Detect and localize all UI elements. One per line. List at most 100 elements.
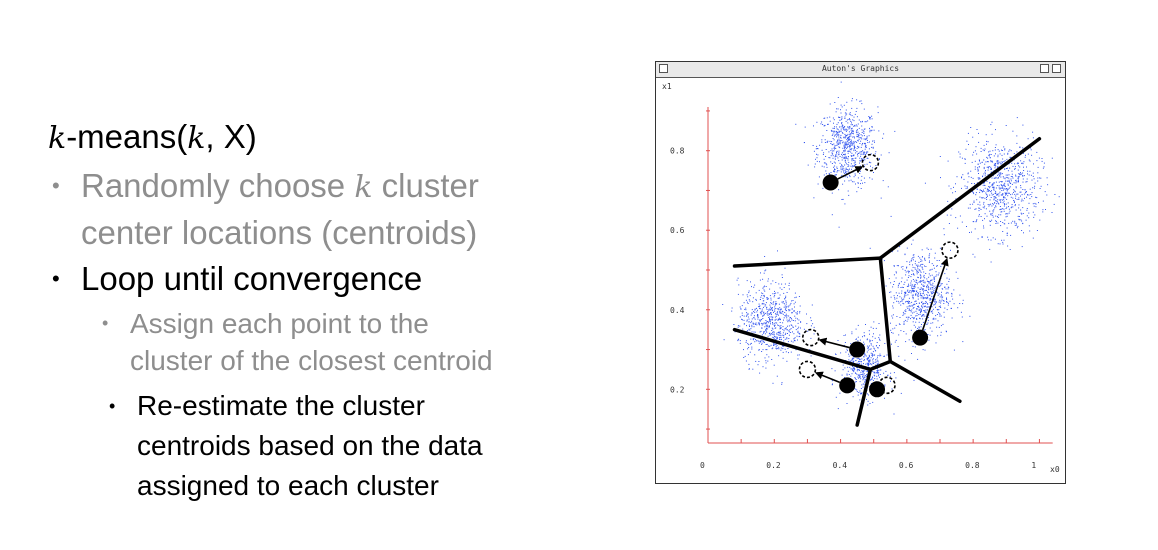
old-centroid [822, 174, 839, 191]
data-point [776, 303, 778, 305]
data-point [767, 321, 769, 322]
data-point [917, 358, 919, 360]
data-point [991, 190, 992, 192]
data-point [864, 354, 866, 356]
data-point [867, 120, 869, 122]
data-point [762, 278, 764, 280]
data-point [894, 327, 896, 329]
data-point [870, 379, 872, 381]
data-point [846, 374, 848, 376]
data-point [876, 375, 878, 377]
data-point [926, 313, 928, 315]
data-point [852, 165, 854, 167]
data-point [773, 345, 774, 346]
data-point [983, 159, 985, 161]
data-point [844, 147, 846, 149]
data-point [922, 289, 923, 291]
window-maximize-button[interactable] [1052, 64, 1061, 73]
data-point [920, 258, 922, 260]
data-point [996, 161, 998, 163]
data-point [924, 282, 926, 284]
data-point [836, 168, 838, 169]
data-point [900, 330, 902, 332]
data-point [777, 347, 779, 349]
data-point [992, 211, 994, 213]
data-point [985, 134, 987, 136]
window-menu-button[interactable] [659, 64, 668, 73]
sub2-line3: assigned to each cluster [137, 470, 439, 501]
auton-graphics-window: Auton's Graphics 0 0.2 0.4 0.6 0.8 1 0.2 0.4 0.6… [655, 61, 1066, 484]
data-point [831, 163, 833, 164]
data-point [909, 302, 911, 304]
data-point [1013, 189, 1015, 191]
data-point [737, 325, 739, 327]
data-point [872, 345, 874, 347]
data-point [1028, 194, 1030, 196]
data-point [845, 167, 847, 169]
data-point [924, 257, 926, 259]
data-point [851, 131, 852, 133]
data-point [924, 285, 925, 287]
data-point [760, 313, 762, 315]
data-point [1033, 163, 1034, 165]
data-point [774, 293, 776, 295]
data-point [913, 256, 915, 258]
data-point [1007, 174, 1009, 176]
data-point [793, 333, 795, 335]
data-point [925, 311, 927, 313]
data-point [915, 300, 917, 302]
data-point [869, 355, 870, 357]
data-point [994, 196, 996, 198]
data-point [849, 146, 851, 148]
data-point [1004, 178, 1006, 180]
data-point [1042, 211, 1044, 213]
data-point [910, 318, 911, 320]
data-point [784, 305, 786, 307]
data-point [747, 330, 749, 332]
data-point [816, 148, 818, 149]
data-point [1035, 196, 1037, 198]
data-point [856, 391, 858, 393]
data-point [894, 341, 896, 343]
data-point [943, 311, 945, 313]
data-point [763, 313, 765, 315]
data-point [875, 359, 876, 361]
data-point [877, 106, 879, 108]
data-point [943, 300, 945, 302]
bullet2-text: Loop until convergence [81, 260, 423, 297]
data-point [919, 257, 921, 259]
data-point [837, 135, 839, 137]
data-point [987, 189, 989, 191]
data-point [999, 206, 1001, 207]
data-point [826, 141, 828, 143]
data-point [843, 104, 845, 106]
data-point [996, 185, 998, 186]
data-point [983, 173, 985, 175]
data-point [779, 331, 781, 333]
data-point [939, 156, 941, 157]
sub-bullet-dot: • [102, 313, 109, 333]
data-point [798, 319, 800, 321]
data-point [872, 358, 874, 360]
data-point [816, 157, 818, 159]
data-point [902, 302, 904, 304]
bullet1-text-a: Randomly choose [81, 167, 355, 204]
data-point [940, 302, 942, 304]
data-point [841, 159, 843, 161]
data-point [924, 265, 925, 267]
bullet-loop: • Loop until convergence [52, 256, 423, 301]
data-point [988, 167, 989, 169]
data-point [863, 363, 864, 365]
data-point [870, 363, 871, 365]
data-point [905, 316, 907, 318]
window-minimize-button[interactable] [1040, 64, 1049, 73]
data-point [879, 338, 880, 340]
window-titlebar[interactable]: Auton's Graphics [656, 62, 1065, 78]
data-point [946, 331, 947, 333]
data-point [844, 133, 846, 135]
data-point [893, 372, 895, 374]
data-point [841, 122, 843, 124]
data-point [907, 294, 909, 296]
data-point [1016, 163, 1018, 165]
data-point [769, 306, 771, 308]
